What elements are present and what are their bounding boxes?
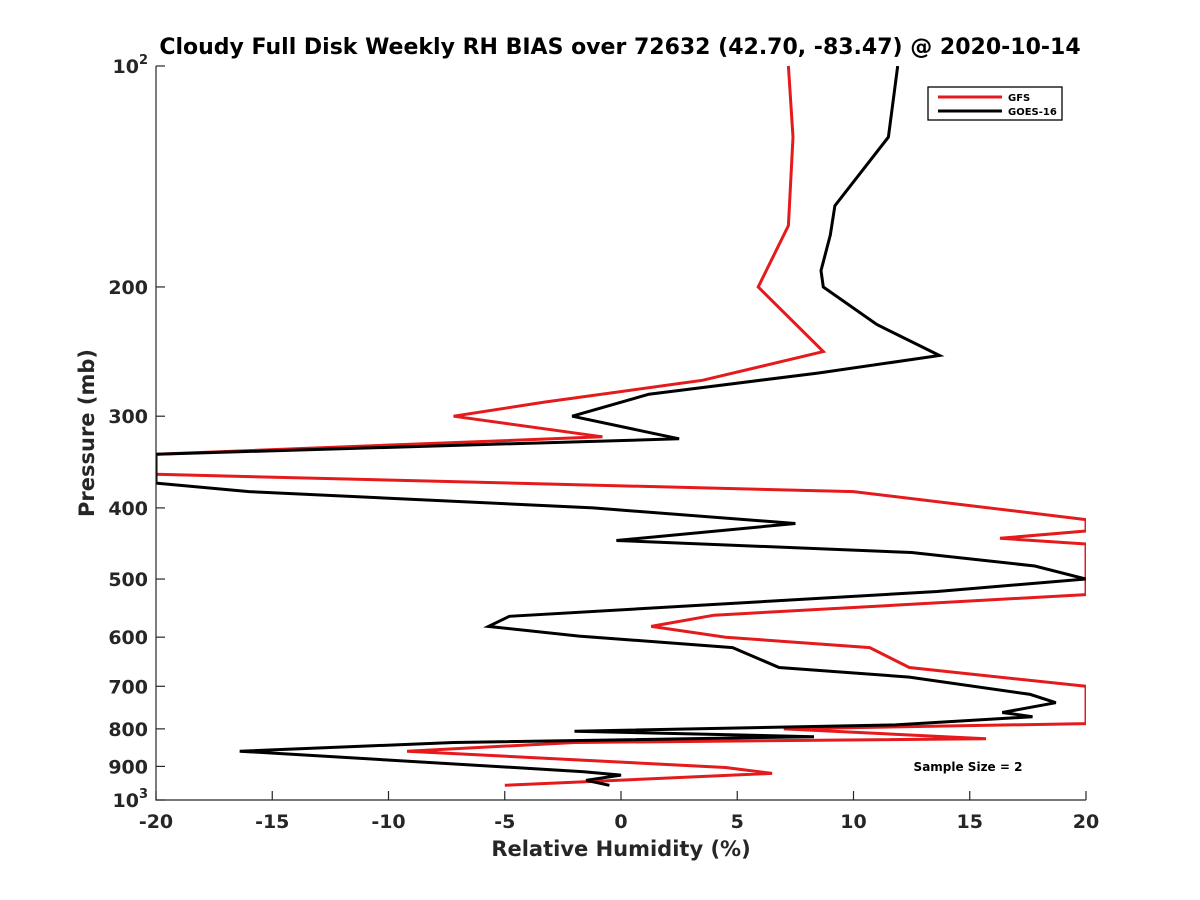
y-tick-label: 500 <box>108 569 148 591</box>
series-line-gfs <box>156 66 1086 787</box>
y-tick-label: 800 <box>108 719 148 741</box>
x-tick-label: -10 <box>371 811 405 833</box>
x-tick-label: 15 <box>957 811 983 833</box>
y-tick-label: 200 <box>108 277 148 299</box>
x-axis-label: Relative Humidity (%) <box>491 837 750 861</box>
legend: GFS GOES-16 <box>927 86 1063 121</box>
plot-area: -20 -15 -10 -5 0 5 10 15 20 102 200 300 400 500 600 700… <box>108 53 1099 833</box>
x-tick-label: -5 <box>494 811 515 833</box>
y-tick-label: 300 <box>108 406 148 428</box>
legend-box <box>927 86 1063 121</box>
x-tick-label: 10 <box>840 811 866 833</box>
chart-title: Cloudy Full Disk Weekly RH BIAS over 726… <box>159 35 1080 60</box>
x-tick-label: -20 <box>139 811 173 833</box>
y-tick-label: 900 <box>108 756 148 778</box>
y-tick-label: 600 <box>108 627 148 649</box>
y-tick-label: 700 <box>108 676 148 698</box>
axes-frame <box>155 66 1086 801</box>
y-tick-label: 102 <box>113 53 149 78</box>
x-tick-label: 5 <box>731 811 744 833</box>
x-tick-label: 0 <box>614 811 627 833</box>
sample-size-annotation: Sample Size = 2 <box>914 760 1023 774</box>
legend-label: GFS <box>1008 93 1030 104</box>
x-tick-label: -15 <box>255 811 289 833</box>
series-line-goes-16 <box>156 66 1086 787</box>
x-tick-label: 20 <box>1073 811 1099 833</box>
y-axis-label: Pressure (mb) <box>75 349 99 517</box>
legend-label: GOES-16 <box>1008 107 1057 118</box>
y-tick-label: 103 <box>113 787 149 812</box>
y-tick-label: 400 <box>108 498 148 520</box>
